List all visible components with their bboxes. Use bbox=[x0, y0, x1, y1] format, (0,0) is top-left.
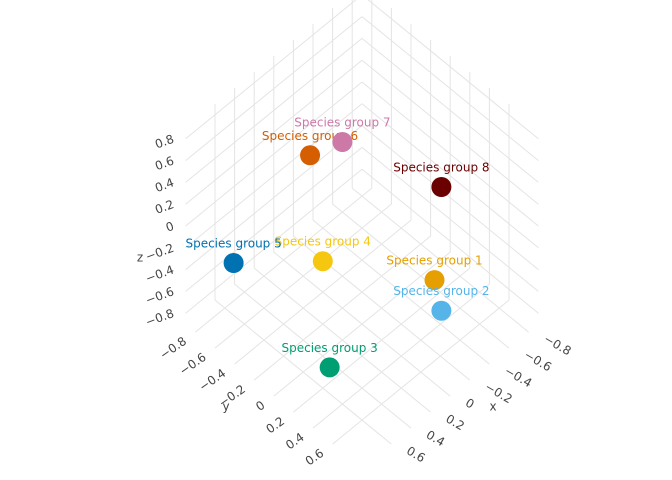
z-tick-label: −0.4 bbox=[144, 263, 176, 286]
grid-line bbox=[185, 147, 363, 292]
y-tick-label: 0.2 bbox=[263, 414, 287, 436]
y-tick-label: −0.2 bbox=[216, 382, 248, 410]
x-tick-label: 0 bbox=[463, 396, 477, 412]
point bbox=[332, 132, 353, 152]
y-tick-label: −0.6 bbox=[177, 350, 209, 378]
x-tick-label: 0.2 bbox=[443, 412, 467, 434]
grid-line bbox=[332, 299, 510, 445]
x-tick-label: 0.4 bbox=[424, 428, 448, 450]
grid-line bbox=[185, 38, 363, 183]
x-tick-label: −0.4 bbox=[502, 364, 534, 391]
grid-line bbox=[361, 168, 539, 314]
grid-line bbox=[214, 203, 392, 349]
grid-line bbox=[185, 81, 363, 227]
grid-line bbox=[312, 283, 490, 429]
point bbox=[424, 270, 445, 291]
point bbox=[431, 300, 452, 321]
grid-line bbox=[253, 235, 431, 381]
grid-line bbox=[185, 103, 363, 249]
grid-line bbox=[293, 267, 471, 413]
grid-line bbox=[195, 187, 373, 333]
y-tick-label: 0 bbox=[253, 398, 267, 414]
z-tick-label: 0.4 bbox=[153, 175, 176, 195]
grid-line bbox=[361, 59, 539, 205]
grid-line bbox=[361, 16, 539, 161]
point-label: Species group 3 bbox=[282, 341, 378, 355]
grid-line bbox=[367, 0, 539, 140]
point-label: Species group 5 bbox=[185, 237, 281, 251]
y-tick-label: −0.8 bbox=[157, 334, 189, 362]
z-tick-label: 0.2 bbox=[153, 197, 176, 217]
z-tick-label: −0.6 bbox=[144, 284, 176, 307]
point bbox=[223, 253, 244, 273]
grid-line bbox=[234, 219, 412, 365]
point bbox=[300, 145, 321, 166]
x-tick-label: −0.2 bbox=[483, 380, 515, 407]
y-tick-label: −0.4 bbox=[196, 366, 228, 394]
y-tick-label: 0.4 bbox=[283, 430, 307, 452]
z-tick-label: 0 bbox=[164, 219, 176, 235]
z-axis-title: z bbox=[137, 251, 143, 265]
grid-line bbox=[185, 59, 363, 205]
grid-line bbox=[185, 168, 363, 314]
grid-line bbox=[361, 147, 539, 292]
point-label: Species group 1 bbox=[386, 254, 482, 268]
point-label: Species group 4 bbox=[275, 235, 371, 249]
grid-line bbox=[185, 16, 363, 161]
x-tick-label: −0.8 bbox=[541, 332, 573, 359]
point-label: Species group 7 bbox=[294, 116, 390, 130]
z-tick-label: 0.6 bbox=[153, 154, 176, 174]
z-tick-label: −0.2 bbox=[144, 241, 176, 264]
x-tick-label: −0.6 bbox=[522, 348, 554, 375]
grid-line bbox=[185, 0, 357, 140]
grid-line bbox=[361, 125, 539, 270]
y-tick-label: 0.6 bbox=[303, 446, 327, 468]
grid-line bbox=[361, 103, 539, 249]
z-tick-label: 0.8 bbox=[153, 132, 176, 152]
point-label: Species group 8 bbox=[393, 161, 489, 175]
grid-line bbox=[361, 38, 539, 183]
point bbox=[319, 357, 340, 378]
point bbox=[312, 251, 333, 272]
x-axis-title: x bbox=[489, 400, 496, 414]
grid-line bbox=[361, 81, 539, 227]
x-tick-label: 0.6 bbox=[404, 444, 428, 466]
grid-line bbox=[273, 251, 451, 397]
point bbox=[431, 177, 452, 197]
y-axis-title: y bbox=[222, 400, 229, 414]
grid-line bbox=[185, 125, 363, 270]
point-label: Species group 2 bbox=[393, 284, 489, 298]
z-tick-label: −0.8 bbox=[144, 306, 176, 329]
